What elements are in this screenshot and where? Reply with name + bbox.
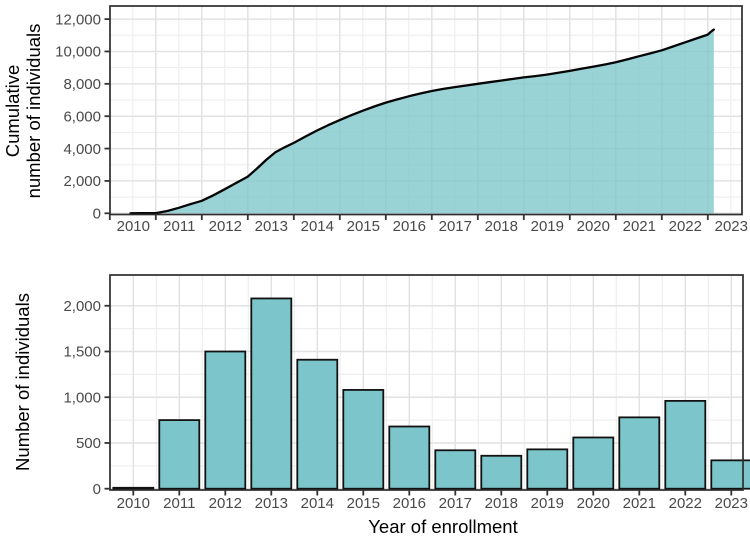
top-y-axis-title-line2: number of individuals xyxy=(23,23,44,199)
top-x-tick-label-2023: 2023 xyxy=(715,218,748,235)
bottom-x-tick-label-2022: 2022 xyxy=(669,495,702,512)
bar-2018 xyxy=(480,454,523,490)
cumulative-line xyxy=(129,28,715,215)
top-x-tick-label-2022: 2022 xyxy=(669,218,702,235)
bar-2011 xyxy=(158,419,201,490)
bottom-x-tick-label-2013: 2013 xyxy=(255,495,288,512)
top-x-tick-label-2014: 2014 xyxy=(301,218,334,235)
bottom-x-tick-label-2018: 2018 xyxy=(485,495,518,512)
bottom-y-tick-label: 1,500 xyxy=(63,344,101,361)
top-panel-border xyxy=(109,5,743,216)
bottom-x-tick-label-2012: 2012 xyxy=(209,495,242,512)
top-y-tick-label: 8,000 xyxy=(63,76,101,93)
top-y-tick-label: 10,000 xyxy=(55,44,101,61)
top-y-axis-title-line1: Cumulative xyxy=(2,64,23,158)
bar-2019 xyxy=(526,448,569,490)
top-x-tick-label-2017: 2017 xyxy=(439,218,472,235)
bar-2022 xyxy=(664,399,707,490)
cumulative-series xyxy=(129,28,715,215)
bar-2021 xyxy=(618,416,661,490)
x-axis-title: Year of enrollment xyxy=(368,516,518,537)
bar-2017 xyxy=(434,449,477,490)
bar-2013 xyxy=(250,297,293,490)
top-y-tick-label: 6,000 xyxy=(63,108,101,125)
top-x-tick-label-2018: 2018 xyxy=(485,218,518,235)
bottom-x-tick-label-2017: 2017 xyxy=(439,495,472,512)
bottom-x-tick-label-2015: 2015 xyxy=(347,495,380,512)
bottom-x-tick-label-2011: 2011 xyxy=(163,495,195,512)
bottom-y-tick-label: 2,000 xyxy=(63,298,101,315)
top-x-tick-label-2013: 2013 xyxy=(255,218,288,235)
top-y-tick-label: 4,000 xyxy=(63,141,101,158)
bottom-x-tick-label-2020: 2020 xyxy=(577,495,610,512)
bottom-y-tick-label: 1,000 xyxy=(63,389,101,406)
bottom-x-tick-label-2016: 2016 xyxy=(393,495,426,512)
top-x-tick-label-2019: 2019 xyxy=(531,218,564,235)
cumulative-area xyxy=(130,29,714,214)
top-y-tick-label: 0 xyxy=(93,206,101,223)
bottom-y-axis-title: Number of individuals xyxy=(12,293,33,471)
top-x-tick-label-2011: 2011 xyxy=(163,218,195,235)
top-y-tick-label: 2,000 xyxy=(63,173,101,190)
bottom-x-axis: 2010 2011 2012 2013 2014 2015 2016 2017 2018 2019… xyxy=(117,490,748,512)
bar-2020 xyxy=(572,436,615,490)
bar-2015 xyxy=(342,389,385,490)
bottom-x-tick-label-2021: 2021 xyxy=(623,495,656,512)
top-x-tick-label-2021: 2021 xyxy=(623,218,656,235)
top-x-tick-label-2020: 2020 xyxy=(577,218,610,235)
bar-2016 xyxy=(388,425,431,490)
top-x-tick-label-2010: 2010 xyxy=(117,218,150,235)
top-y-tick-label: 12,000 xyxy=(55,11,101,28)
bar-2014 xyxy=(296,358,339,490)
top-x-tick-label-2015: 2015 xyxy=(347,218,380,235)
bottom-x-tick-label-2023: 2023 xyxy=(715,495,748,512)
bottom-y-axis: 0 500 1,000 1,500 2,000 xyxy=(63,298,110,498)
top-x-tick-label-2016: 2016 xyxy=(393,218,426,235)
bottom-y-tick-label: 0 xyxy=(93,481,101,498)
bottom-x-tick-label-2014: 2014 xyxy=(301,495,334,512)
bar-2010 xyxy=(112,486,155,490)
bottom-panel-border xyxy=(109,274,744,491)
enrollment-bars xyxy=(112,297,750,490)
top-x-axis: 2010 2011 2012 2013 2014 2015 2016 2017 2018 2019… xyxy=(108,214,748,235)
bottom-x-tick-label-2010: 2010 xyxy=(117,495,150,512)
top-y-axis: 0 2,000 4,000 6,000 8,000 10,000 12,000 xyxy=(55,11,110,223)
bar-2012 xyxy=(204,350,247,490)
bottom-y-tick-label: 500 xyxy=(76,435,101,452)
top-y-axis-title: Cumulative number of individuals xyxy=(2,0,46,226)
top-x-tick-label-2012: 2012 xyxy=(209,218,242,235)
bar-2023 xyxy=(710,459,750,490)
bottom-x-tick-label-2019: 2019 xyxy=(531,495,564,512)
